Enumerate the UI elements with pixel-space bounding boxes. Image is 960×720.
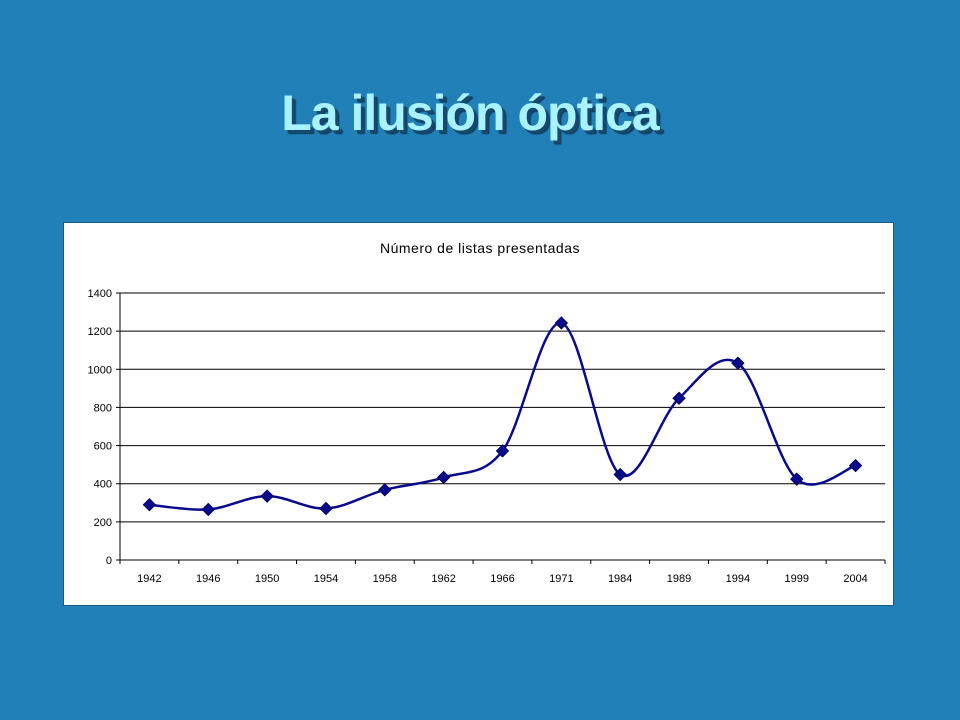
y-tick-label: 1400 <box>88 288 112 300</box>
series-markers <box>142 316 863 517</box>
y-tick-label: 800 <box>94 402 112 414</box>
x-tick-label: 2004 <box>843 573 867 585</box>
data-point-marker <box>848 458 863 473</box>
y-tick-label: 0 <box>106 555 112 567</box>
y-tick-labels: 0 200 400 600 800 1000 1200 1400 <box>88 288 112 567</box>
data-point-marker <box>731 356 745 370</box>
x-tick-label: 1954 <box>314 573 338 585</box>
x-tick-label: 1946 <box>196 573 220 585</box>
y-tick-label: 200 <box>94 517 112 529</box>
x-tick-label: 1984 <box>608 573 632 585</box>
x-tick-label: 1962 <box>431 573 455 585</box>
data-point-marker <box>554 316 569 330</box>
data-point-marker <box>495 444 510 458</box>
data-point-marker <box>436 470 451 485</box>
chart-container: Número de listas presentadas 0 200 400 600 8… <box>63 222 894 606</box>
x-tick-label: 1966 <box>490 573 514 585</box>
series-line <box>149 321 857 511</box>
x-tick-label: 1999 <box>784 573 808 585</box>
x-tick-label: 1942 <box>137 573 161 585</box>
y-tick-label: 1200 <box>88 326 112 338</box>
x-tick-label: 1958 <box>373 573 397 585</box>
chart-title: Número de listas presentadas <box>380 240 580 256</box>
axes <box>116 292 886 564</box>
data-point-marker <box>378 483 392 497</box>
y-tick-label: 1000 <box>88 364 112 376</box>
slide-title: La ilusión óptica <box>281 85 659 141</box>
x-tick-label: 1994 <box>726 573 750 585</box>
x-tick-label: 1971 <box>549 573 573 585</box>
x-tick-label: 1989 <box>667 573 691 585</box>
data-point-marker <box>790 472 804 486</box>
data-point-marker <box>613 467 627 482</box>
line-chart: Número de listas presentadas 0 200 400 600 8… <box>88 240 886 585</box>
y-tick-label: 400 <box>94 479 112 491</box>
series-lines <box>149 321 857 511</box>
y-tick-label: 600 <box>94 441 112 453</box>
data-point-marker <box>201 502 215 517</box>
data-point-marker <box>260 489 274 503</box>
gridlines <box>120 292 885 523</box>
x-tick-label: 1950 <box>255 573 279 585</box>
data-point-marker <box>142 497 157 512</box>
data-point-marker <box>672 391 686 405</box>
x-tick-labels: 1942 1946 1950 1954 1958 1962 1966 1971 1984 1989… <box>137 573 868 585</box>
data-point-marker <box>319 501 333 516</box>
